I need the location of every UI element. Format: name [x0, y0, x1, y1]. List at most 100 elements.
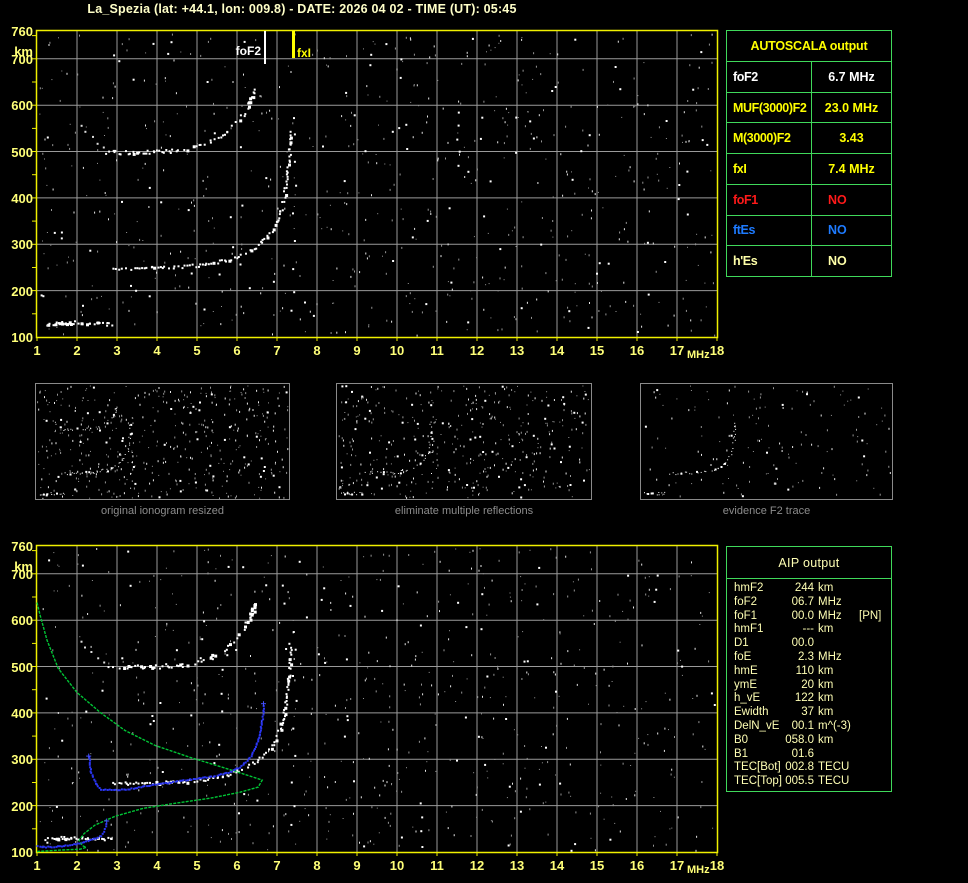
autoscala-output-table: AUTOSCALA output foF2 6.7 MHz MUF(3000)F2 2… — [726, 30, 892, 277]
autoscala-row-hes: h'Es NO — [727, 245, 891, 277]
panel-caption-original: original ionogram resized — [101, 505, 224, 517]
x-tick-label: 16 — [629, 858, 645, 873]
panel-caption-evidence: evidence F2 trace — [722, 505, 811, 517]
y-tick-label: 300 — [11, 237, 33, 253]
param-label: h'Es — [733, 254, 758, 269]
x-tick-label: 4 — [153, 858, 161, 873]
grid — [37, 546, 717, 852]
autoscala-row-ftes: ftEs NO — [727, 214, 891, 246]
aip-unit: m^(-3) — [818, 719, 851, 732]
param-label: fxI — [733, 162, 747, 177]
panel-evidence-f2-image — [644, 385, 891, 498]
y-tick-label: 700 — [11, 566, 33, 582]
aip-value: 06.7 — [791, 595, 814, 608]
noise-dots — [37, 385, 289, 499]
x-tick-label: 5 — [193, 343, 201, 358]
aip-value: --- — [802, 623, 815, 636]
axis-ticks — [32, 35, 718, 341]
ionogram-plot-top — [32, 29, 719, 341]
x-tick-label: 10 — [389, 343, 405, 358]
x-tick-label: 4 — [153, 343, 161, 358]
x-tick-label: 11 — [430, 343, 444, 358]
panel-original-ionogram-image — [37, 385, 289, 499]
aip-row-foe: foE 2.3 MHz — [727, 651, 891, 665]
y-tick-label: 400 — [11, 190, 33, 206]
x-tick-label: 18 — [709, 858, 725, 873]
x-tick-label: 7 — [273, 343, 281, 358]
aip-value: 058.0 — [785, 733, 814, 746]
aip-value: 122 — [794, 692, 814, 705]
aip-unit: km — [818, 678, 834, 691]
grid — [37, 31, 717, 337]
param-value: 23.0 MHz — [811, 92, 891, 123]
autoscala-row-muf3000f2: MUF(3000)F2 23.0 MHz — [727, 91, 891, 123]
aip-label: h_vE — [734, 692, 761, 705]
param-label: M(3000)F2 — [733, 131, 791, 146]
aip-value: 002.8 — [785, 761, 814, 774]
param-value: NO — [811, 215, 891, 246]
x-tick-label: 8 — [313, 343, 321, 358]
aip-label: foF2 — [734, 595, 758, 608]
aip-row-ewidth: Ewidth 37 km — [727, 706, 891, 720]
x-tick-label: 3 — [113, 343, 121, 358]
aip-unit: MHz — [818, 595, 842, 608]
axis-ticks — [32, 550, 718, 856]
y-tick-label: 700 — [11, 51, 33, 67]
panel-evidence-f2 — [640, 383, 893, 500]
x-tick-label: 1 — [33, 343, 41, 358]
x-tick-label: 17 — [669, 858, 685, 873]
panel-original-ionogram — [35, 383, 290, 500]
param-value: NO — [811, 246, 891, 277]
autoscala-table-title: AUTOSCALA output — [727, 31, 891, 62]
aip-unit: MHz — [818, 609, 842, 622]
x-tick-label: 10 — [389, 858, 405, 873]
aip-unit: MHz — [818, 650, 842, 663]
y-tick-label: 760 — [11, 539, 33, 554]
x-tick-label: 14 — [549, 858, 565, 873]
aip-unit: TECU — [818, 761, 850, 774]
echo-traces — [39, 406, 134, 497]
x-tick-label: 1 — [33, 858, 41, 873]
aip-label: DelN_vE — [734, 719, 780, 732]
x-tick-label: 15 — [589, 858, 605, 873]
aip-unit: TECU — [818, 775, 850, 788]
y-axis-unit-bottom: km — [14, 559, 33, 574]
y-tick-label: 100 — [11, 845, 33, 860]
autoscala-row-fof2: foF2 6.7 MHz — [727, 62, 891, 92]
aip-label: foE — [734, 650, 752, 663]
param-label: MUF(3000)F2 — [733, 100, 807, 115]
aip-unit: km — [818, 706, 834, 719]
aip-row-b1: B1 01.6 — [727, 748, 891, 762]
param-label: foF1 — [733, 192, 758, 207]
x-tick-label: 7 — [273, 858, 281, 873]
param-value: NO — [811, 184, 891, 215]
echo-traces — [47, 53, 681, 327]
aip-row-delnve: DelN_vE 00.1 m^(-3) — [727, 720, 891, 734]
autoscala-row-fxi: fxI 7.4 MHz — [727, 153, 891, 184]
noise-dots — [39, 548, 714, 852]
y-axis-unit: km — [14, 44, 33, 59]
x-axis-unit-bottom: MHz — [687, 864, 710, 876]
aip-row-hmf2: hmF2 244 km — [727, 582, 891, 596]
x-tick-label: 18 — [709, 343, 725, 358]
y-tick-label: 200 — [11, 798, 33, 814]
echo-traces — [44, 574, 716, 848]
echo-traces — [644, 422, 737, 496]
aip-value: 00.1 — [791, 719, 814, 732]
x-tick-label: 8 — [313, 858, 321, 873]
y-tick-label: 500 — [11, 144, 33, 160]
x-tick-label: 9 — [353, 343, 361, 358]
aip-unit: km — [818, 733, 834, 746]
aip-label: hmF1 — [734, 623, 764, 636]
param-value: 7.4 MHz — [811, 154, 891, 184]
aip-row-hmf1: hmF1 --- km — [727, 623, 891, 637]
aip-value: 110 — [795, 664, 814, 677]
panel-eliminate-reflections-image — [338, 385, 590, 499]
param-value: 3.43 — [811, 123, 891, 154]
y-tick-label: 500 — [11, 659, 33, 675]
frequency-markers — [264, 31, 295, 64]
noise-dots — [644, 385, 891, 498]
autoscaled-trace — [36, 701, 266, 849]
aip-label: foF1 — [734, 609, 758, 622]
aip-unit: km — [818, 582, 834, 594]
